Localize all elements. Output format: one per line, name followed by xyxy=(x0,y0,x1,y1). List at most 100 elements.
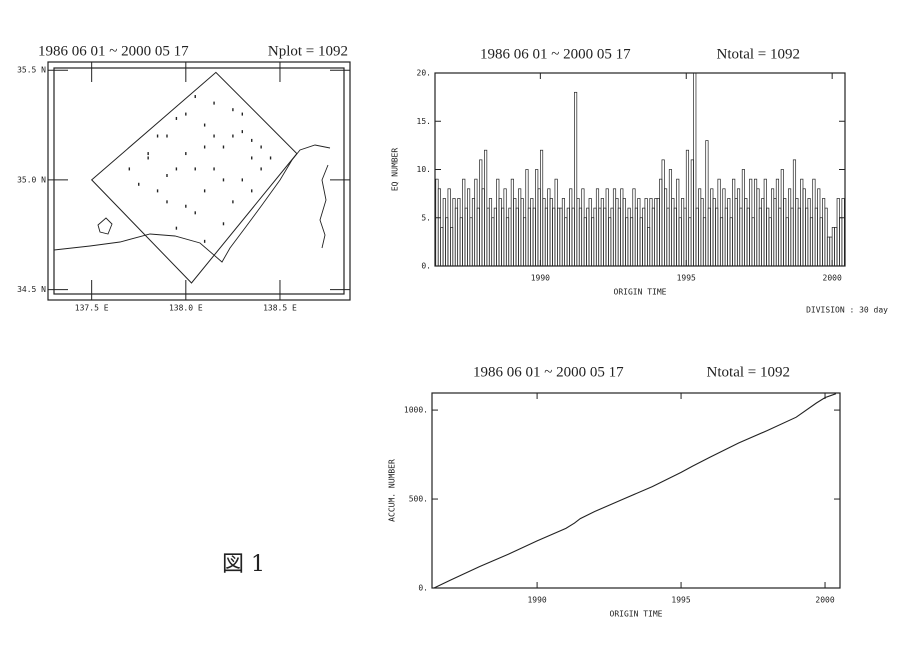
bar xyxy=(620,188,624,267)
y-tick-label: 20. xyxy=(417,69,431,78)
bar xyxy=(729,217,733,267)
x-tick-label: 2000 xyxy=(815,596,834,605)
bar xyxy=(822,198,826,267)
bar xyxy=(722,188,726,267)
bar xyxy=(481,188,485,267)
x-tick-label: 1990 xyxy=(531,274,550,283)
bar xyxy=(739,207,743,267)
bar xyxy=(595,188,600,267)
cumulative-line xyxy=(433,393,837,589)
coastline xyxy=(319,164,329,249)
bar xyxy=(486,207,490,267)
bar xyxy=(712,198,716,267)
bar xyxy=(736,188,741,267)
bar xyxy=(462,178,466,267)
y-tick-label: 1000. xyxy=(404,406,428,415)
bar xyxy=(732,178,736,267)
bar xyxy=(491,217,495,267)
bar xyxy=(795,198,799,267)
bar xyxy=(676,178,680,267)
bar xyxy=(581,188,585,267)
bar xyxy=(710,188,714,267)
bar xyxy=(493,207,497,267)
bar xyxy=(552,207,556,267)
bar xyxy=(571,207,575,267)
bar xyxy=(693,72,697,267)
bar xyxy=(649,198,653,267)
bar xyxy=(479,159,483,267)
bar xyxy=(780,169,784,267)
bar xyxy=(651,207,655,267)
bar xyxy=(627,207,631,267)
bar xyxy=(442,198,446,267)
bar xyxy=(542,198,546,267)
y-tick-label: 34.5 N xyxy=(17,285,46,294)
bar xyxy=(612,188,617,267)
bar xyxy=(797,207,801,267)
bar xyxy=(530,198,534,267)
chart-title: 1986 06 01 ~ 2000 05 17 xyxy=(473,364,624,380)
bar xyxy=(518,188,522,267)
bar xyxy=(659,178,663,267)
bar xyxy=(591,217,595,267)
x-tick-label: 1995 xyxy=(677,274,696,283)
bar xyxy=(501,207,505,267)
bar xyxy=(700,198,704,267)
y-tick-label: 0. xyxy=(421,262,431,271)
bar xyxy=(578,207,583,267)
bar xyxy=(484,149,488,267)
bar xyxy=(510,178,514,267)
bar xyxy=(467,188,471,267)
bar xyxy=(634,207,638,267)
bar xyxy=(593,207,597,267)
map-outer-frame xyxy=(47,61,351,301)
bar xyxy=(654,198,658,267)
bar xyxy=(435,178,439,267)
bar xyxy=(622,198,626,267)
x-axis-label: ORIGIN TIME xyxy=(610,610,663,619)
bar xyxy=(539,149,544,267)
bar xyxy=(666,207,670,267)
bar xyxy=(464,207,468,267)
bar xyxy=(615,198,619,267)
bar xyxy=(617,207,621,267)
bar xyxy=(802,188,806,267)
bar xyxy=(702,217,707,267)
bar xyxy=(498,198,502,267)
bar xyxy=(608,217,612,267)
bar xyxy=(586,207,590,267)
bar xyxy=(559,207,563,267)
bar xyxy=(471,198,476,267)
bar xyxy=(758,207,762,267)
bar xyxy=(639,217,643,267)
bar xyxy=(505,217,510,267)
region-outline xyxy=(90,71,298,284)
bar xyxy=(734,198,738,267)
bar xyxy=(440,227,444,267)
coastline xyxy=(53,144,331,263)
bar xyxy=(727,198,731,267)
y-tick-label: 0. xyxy=(418,584,428,593)
bar xyxy=(717,178,721,267)
bar xyxy=(836,198,840,267)
bar xyxy=(561,198,566,267)
bar xyxy=(719,217,724,267)
bar xyxy=(661,159,665,267)
x-tick-label: 138.5 E xyxy=(263,304,297,313)
bar xyxy=(695,207,699,267)
bar xyxy=(496,178,500,267)
bar xyxy=(834,227,838,267)
bar xyxy=(598,207,602,267)
division-note: DIVISION : 30 day xyxy=(806,306,888,315)
bar xyxy=(749,178,753,267)
bar xyxy=(637,198,641,267)
bar xyxy=(459,217,463,267)
bar xyxy=(625,217,629,267)
bar xyxy=(839,217,843,267)
x-tick-label: 138.0 E xyxy=(169,304,203,313)
bar xyxy=(469,217,473,267)
bar xyxy=(515,207,519,267)
bar xyxy=(450,227,454,267)
bar xyxy=(664,188,668,267)
bar xyxy=(788,188,792,267)
